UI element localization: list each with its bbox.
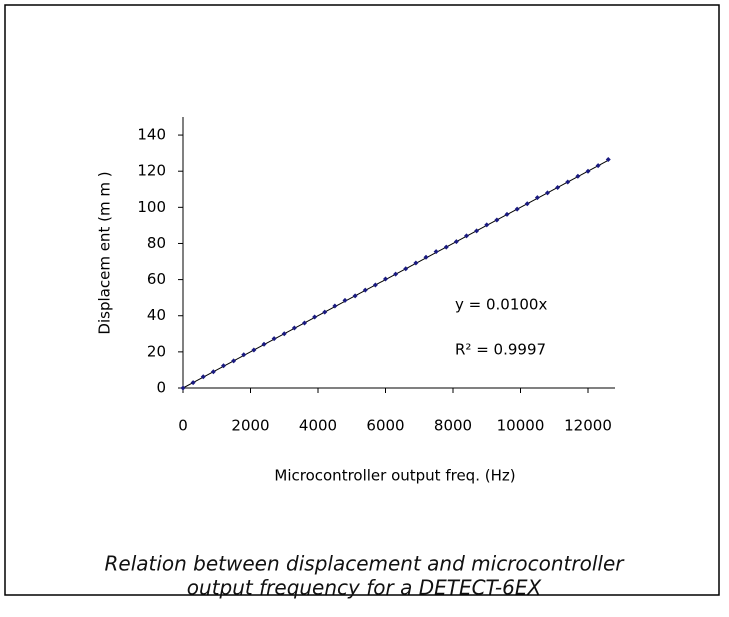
point [180, 385, 186, 391]
x-axis-label: Microcontroller output freq. (Hz) [274, 467, 515, 485]
y-tick-label: 40 [147, 306, 166, 324]
point [312, 314, 318, 320]
x-tick-label: 0 [178, 417, 188, 435]
equation: y = 0.0100x [455, 296, 547, 314]
point [453, 239, 459, 245]
point [565, 179, 571, 185]
caption: output frequency for a DETECT-6EX [187, 576, 543, 600]
point [372, 282, 378, 288]
point [291, 325, 297, 331]
point [210, 369, 216, 375]
point [514, 206, 520, 212]
point [504, 211, 510, 217]
point [362, 287, 368, 293]
x-tick-label: 4000 [299, 417, 337, 435]
point [241, 352, 247, 358]
r-squared: R² = 0.9997 [455, 341, 546, 359]
point [281, 331, 287, 337]
caption: Relation between displacement and microc… [105, 552, 626, 576]
y-tick-label: 100 [137, 198, 166, 216]
point [383, 276, 388, 282]
y-tick-label: 80 [147, 234, 166, 252]
point [322, 309, 328, 315]
point [575, 173, 581, 179]
x-tick-label: 6000 [366, 417, 404, 435]
point [464, 233, 469, 239]
point [221, 363, 226, 369]
point [403, 266, 409, 272]
y-axis-label: Displacem ent (m m ) [96, 171, 114, 334]
point [302, 320, 307, 326]
point [524, 201, 530, 207]
point [474, 228, 480, 234]
point [443, 244, 449, 250]
point [261, 341, 267, 347]
point [534, 195, 540, 201]
point [342, 297, 348, 303]
y-tick-label: 20 [147, 342, 166, 360]
point [200, 374, 206, 380]
point [605, 156, 611, 162]
y-tick-label: 0 [156, 379, 166, 397]
x-tick-label: 8000 [434, 417, 472, 435]
point [494, 217, 500, 223]
point [231, 358, 237, 364]
point [251, 347, 257, 353]
point [271, 336, 277, 342]
point [393, 271, 399, 277]
point [595, 163, 601, 169]
point [352, 293, 358, 299]
y-tick-label: 120 [137, 162, 166, 180]
point [423, 254, 429, 260]
y-tick-label: 60 [147, 270, 166, 288]
frame [4, 4, 720, 596]
point [555, 184, 561, 190]
point [433, 249, 439, 255]
point [484, 222, 490, 228]
point [413, 260, 419, 266]
point [585, 168, 591, 174]
point [545, 190, 550, 196]
point [190, 380, 196, 386]
x-tick-label: 2000 [231, 417, 269, 435]
x-tick-label: 10000 [497, 417, 545, 435]
point [332, 303, 338, 309]
x-tick-label: 12000 [564, 417, 612, 435]
y-tick-label: 140 [137, 126, 166, 144]
